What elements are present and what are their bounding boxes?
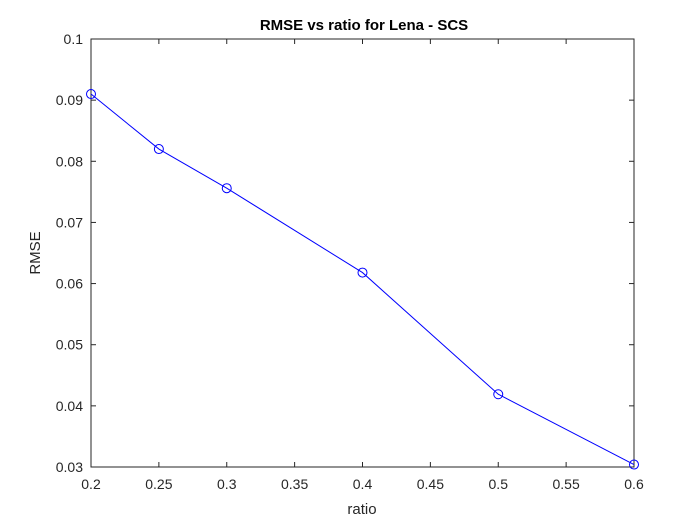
x-tick-label: 0.4 bbox=[353, 476, 373, 492]
x-axis: 0.2 0.25 0.3 0.35 0.4 0.45 0.5 0.55 0.6 bbox=[81, 39, 644, 492]
y-tick-label: 0.06 bbox=[56, 276, 83, 292]
x-tick-label: 0.6 bbox=[624, 476, 644, 492]
x-tick-label: 0.55 bbox=[553, 476, 580, 492]
y-axis-label: RMSE bbox=[27, 231, 44, 274]
x-tick-label: 0.45 bbox=[417, 476, 444, 492]
x-axis-label: ratio bbox=[347, 501, 376, 518]
x-tick-label: 0.25 bbox=[145, 476, 172, 492]
y-tick-label: 0.08 bbox=[56, 153, 83, 169]
chart-title: RMSE vs ratio for Lena - SCS bbox=[260, 17, 468, 34]
data-point-marker bbox=[153, 144, 164, 155]
y-tick-label: 0.04 bbox=[56, 398, 83, 414]
plot-area bbox=[90, 38, 635, 468]
x-tick-label: 0.5 bbox=[489, 476, 509, 492]
series-layer bbox=[86, 89, 639, 470]
y-tick-label: 0.1 bbox=[64, 31, 84, 47]
data-point-marker bbox=[221, 183, 232, 194]
x-tick-label: 0.35 bbox=[281, 476, 308, 492]
data-point-marker bbox=[493, 389, 504, 400]
y-tick-label: 0.09 bbox=[56, 92, 83, 108]
series-line bbox=[90, 93, 635, 465]
y-tick-label: 0.07 bbox=[56, 214, 83, 230]
data-point-marker bbox=[86, 89, 96, 100]
data-point-marker bbox=[357, 267, 368, 278]
y-tick-label: 0.05 bbox=[56, 337, 83, 353]
y-tick-label: 0.03 bbox=[56, 459, 83, 475]
x-tick-label: 0.2 bbox=[81, 476, 101, 492]
x-tick-label: 0.3 bbox=[217, 476, 237, 492]
data-point-marker bbox=[629, 459, 639, 470]
y-axis: 0.03 0.04 0.05 0.06 0.07 0.08 0.09 0.1 bbox=[56, 31, 634, 475]
